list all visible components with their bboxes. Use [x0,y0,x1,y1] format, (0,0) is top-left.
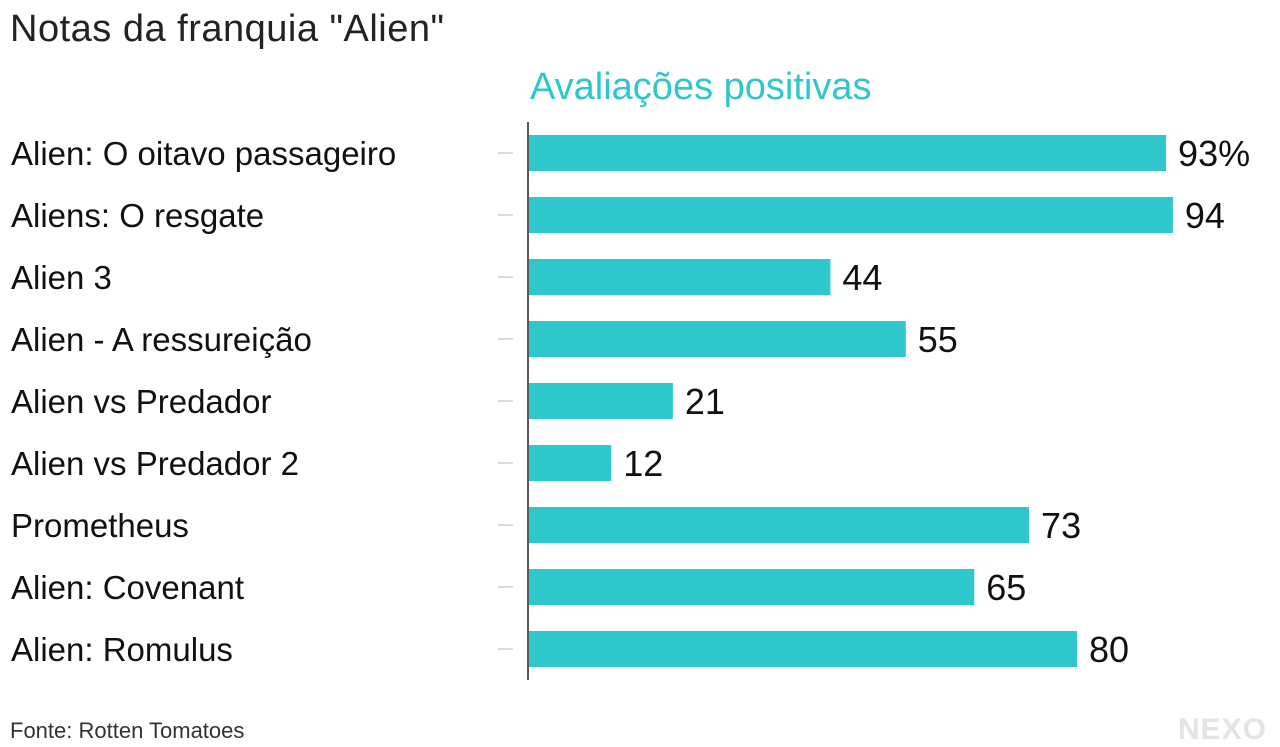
value-label: 55 [918,319,958,360]
category-label: Alien vs Predador [11,383,271,420]
category-label: Alien: Covenant [11,569,244,606]
bar [529,631,1077,667]
value-label: 12 [623,443,663,484]
bar-chart: Alien: O oitavo passageiro 93% Aliens: O r… [11,122,1250,680]
value-label: 80 [1089,629,1129,670]
nexo-logo: NEXO [1178,713,1268,746]
category-label: Alien: Romulus [11,631,233,668]
bar [529,197,1173,233]
category-label: Alien vs Predador 2 [11,445,299,482]
category-label: Alien: O oitavo passageiro [11,135,396,172]
bar [529,135,1167,171]
category-label: Aliens: O resgate [11,197,264,234]
value-label: 73 [1041,505,1081,546]
bar [529,383,673,419]
category-label: Alien - A ressureição [11,321,312,358]
value-label: 21 [685,381,725,422]
bar [529,445,612,481]
category-label: Alien 3 [11,259,112,296]
value-label: 93% [1178,133,1250,174]
value-label: 94 [1185,195,1225,236]
chart-title: Notas da franquia "Alien" [10,8,445,50]
category-label: Prometheus [11,507,189,544]
value-label: 44 [842,257,882,298]
bar [529,259,831,295]
bar [529,321,906,357]
series-heading: Avaliações positivas [530,66,872,108]
source-note: Fonte: Rotten Tomatoes [10,718,245,743]
bar [529,507,1030,543]
bar [529,569,975,605]
value-label: 65 [986,567,1026,608]
